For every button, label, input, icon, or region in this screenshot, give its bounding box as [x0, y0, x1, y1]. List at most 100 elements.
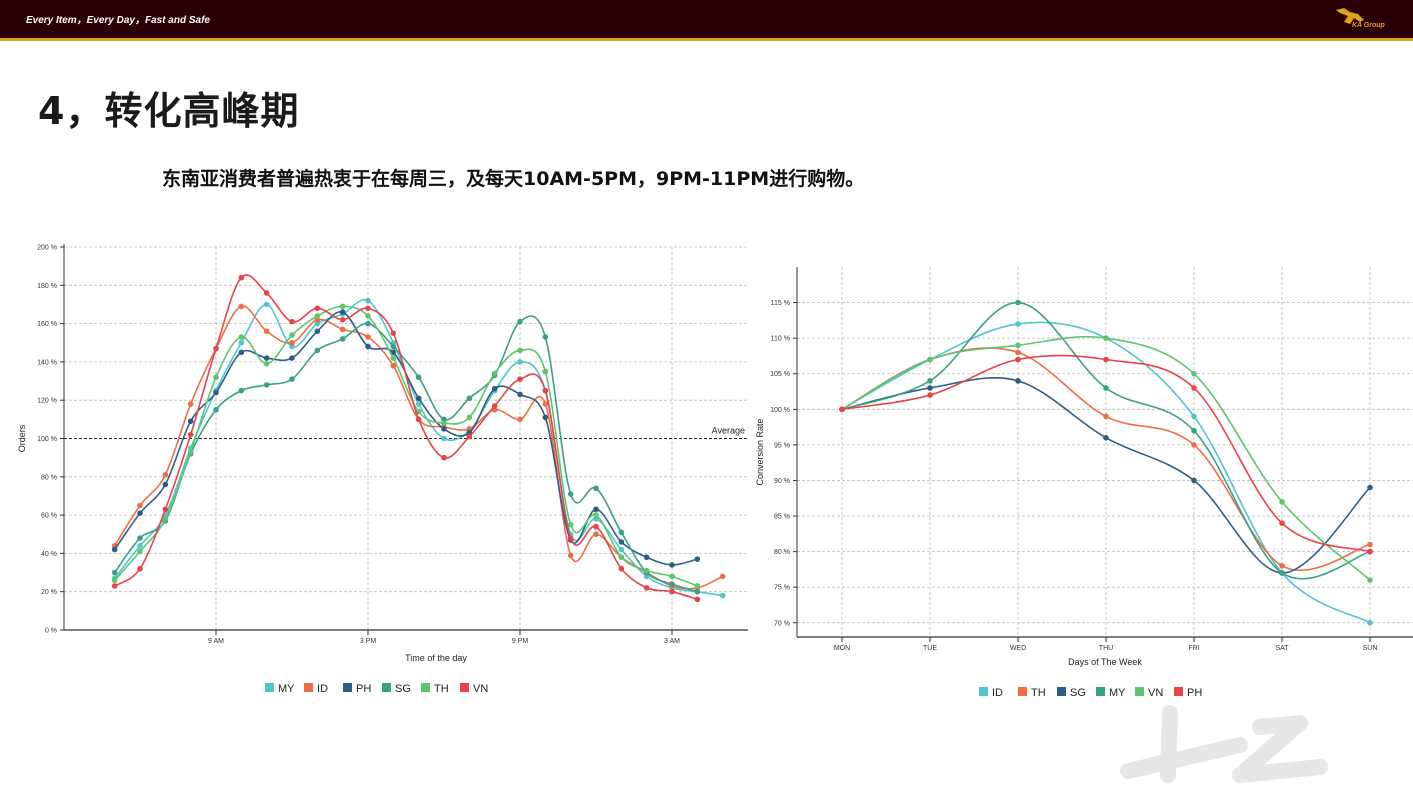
chart1-point-my	[441, 435, 447, 442]
chart2-point-ph	[1191, 385, 1197, 391]
chart2-legend-swatch-my	[1096, 687, 1105, 696]
chart2-legend-label-th: TH	[1031, 687, 1046, 699]
chart1-point-my	[593, 516, 599, 522]
chart1-point-sg	[314, 347, 321, 354]
chart2-point-sg	[1191, 477, 1197, 484]
chart2-legend-label-my: MY	[1109, 687, 1126, 699]
chart1-point-vn	[314, 305, 321, 312]
chart2-point-ph	[1015, 356, 1021, 363]
chart1-point-vn	[263, 290, 270, 296]
chart1-point-my	[289, 343, 295, 350]
chart1-point-th	[491, 370, 498, 377]
chart1-y-tick-label: 120 %	[37, 398, 57, 405]
chart1-y-tick-label: 200 %	[37, 245, 57, 252]
chart2-y-tick-label: 115 %	[771, 300, 790, 307]
chart2-legend-swatch-th	[1018, 687, 1027, 696]
chart1-point-ph	[593, 506, 599, 513]
chart2-x-tick-label: WED	[1010, 645, 1026, 652]
chart2-point-sg	[1015, 378, 1021, 384]
chart2-point-vn	[1191, 370, 1197, 377]
chart1-series-line-sg	[114, 315, 698, 593]
chart2-point-my	[1103, 385, 1109, 391]
chart1-point-th	[466, 414, 473, 421]
chart1-point-ph	[162, 481, 169, 488]
chart1-point-vn	[365, 305, 371, 312]
chart1-point-ph	[618, 539, 625, 545]
chart2-point-vn	[1103, 335, 1109, 341]
chart1-point-my	[137, 542, 143, 549]
chart1-point-vn	[593, 523, 599, 530]
chart1-point-ph	[263, 355, 270, 361]
chart1-legend-label-th: TH	[434, 683, 449, 695]
chart1-point-vn	[643, 585, 650, 591]
chart1-point-ph	[542, 414, 549, 421]
conversion-by-weekday-chart: 70 % 75 % 80 % 85 % 90 % 95 % 100 % 105 % 110 % 1…	[755, 267, 1413, 699]
chart1-point-vn	[517, 376, 523, 382]
chart1-point-vn	[390, 330, 397, 336]
chart1-point-id	[339, 326, 346, 333]
chart1-point-sg	[466, 395, 473, 402]
page-title: 4，转化高峰期	[38, 89, 300, 133]
chart1-point-ph	[517, 391, 523, 398]
chart2-point-th	[1367, 541, 1373, 548]
chart1-point-vn	[466, 433, 473, 440]
chart1-point-sg	[339, 336, 346, 342]
chart2-point-sg	[927, 385, 933, 391]
chart1-point-ph	[213, 389, 219, 396]
chart2-y-tick-label: 90 %	[774, 478, 790, 485]
chart1-point-th	[415, 408, 422, 415]
chart1-point-vn	[618, 565, 625, 572]
chart2-x-tick-label: MON	[834, 645, 850, 652]
chart2-point-my	[1279, 570, 1285, 576]
chart1-point-sg	[567, 491, 574, 497]
chart2-legend-label-ph: PH	[1187, 687, 1202, 699]
chart2-point-vn	[927, 356, 933, 363]
orders-by-hour-chart: 0 % 20 % 40 % 60 % 80 % 100 % 120 % 140 % 160 % 1…	[17, 244, 748, 695]
chart2-legend-swatch-ph	[1174, 687, 1183, 696]
chart1-point-th	[238, 334, 245, 340]
chart1-point-vn	[111, 583, 118, 589]
chart2-x-axis-label: Days of The Week	[1068, 657, 1142, 667]
chart2-point-vn	[1015, 342, 1021, 349]
chart1-average-label: Average	[712, 426, 745, 436]
chart1-point-th	[339, 303, 346, 310]
chart2-legend-label-sg: SG	[1070, 687, 1086, 699]
chart2-point-id	[1367, 619, 1373, 626]
chart1-point-id	[593, 531, 599, 538]
chart1-point-th	[669, 573, 675, 580]
chart1-point-sg	[289, 376, 295, 382]
chart1-point-th	[314, 313, 321, 319]
chart2-legend-label-vn: VN	[1148, 687, 1163, 699]
chart1-y-tick-label: 100 %	[37, 436, 57, 443]
chart1-point-sg	[542, 334, 549, 340]
logo-text: KA Group	[1352, 22, 1385, 29]
chart1-point-vn	[542, 387, 549, 394]
chart1-point-vn	[669, 588, 675, 595]
chart1-point-th	[390, 355, 397, 361]
chart2-y-tick-label: 95 %	[774, 442, 790, 449]
chart1-point-id	[567, 552, 574, 559]
chart2-x-tick-label: SAT	[1275, 645, 1289, 652]
chart1-point-th	[111, 577, 118, 584]
chart1-point-sg	[213, 406, 219, 413]
chart2-point-th	[1103, 413, 1109, 420]
chart2-y-tick-label: 85 %	[774, 514, 790, 521]
chart1-x-tick-label: 3 AM	[664, 638, 680, 645]
chart1-point-vn	[339, 316, 346, 323]
chart1-point-th	[162, 516, 169, 522]
chart1-point-id	[719, 573, 726, 580]
chart1-point-sg	[390, 343, 397, 350]
chart1-point-sg	[263, 382, 270, 388]
chart1-point-th	[593, 512, 599, 518]
chart2-y-tick-label: 110 %	[771, 336, 790, 343]
chart1-point-my	[643, 573, 650, 580]
top-banner: Every Item，Every Day，Fast and Safe KA Gr…	[0, 0, 1413, 41]
chart2-point-ph	[1103, 356, 1109, 363]
chart1-legend-swatch-sg	[382, 683, 391, 692]
chart2-point-id	[1015, 321, 1021, 327]
chart2-point-th	[1191, 442, 1197, 448]
chart2-point-my	[927, 378, 933, 384]
chart2-point-vn	[1279, 499, 1285, 505]
chart2-point-vn	[1367, 577, 1373, 583]
chart1-legend-swatch-my	[265, 683, 274, 692]
